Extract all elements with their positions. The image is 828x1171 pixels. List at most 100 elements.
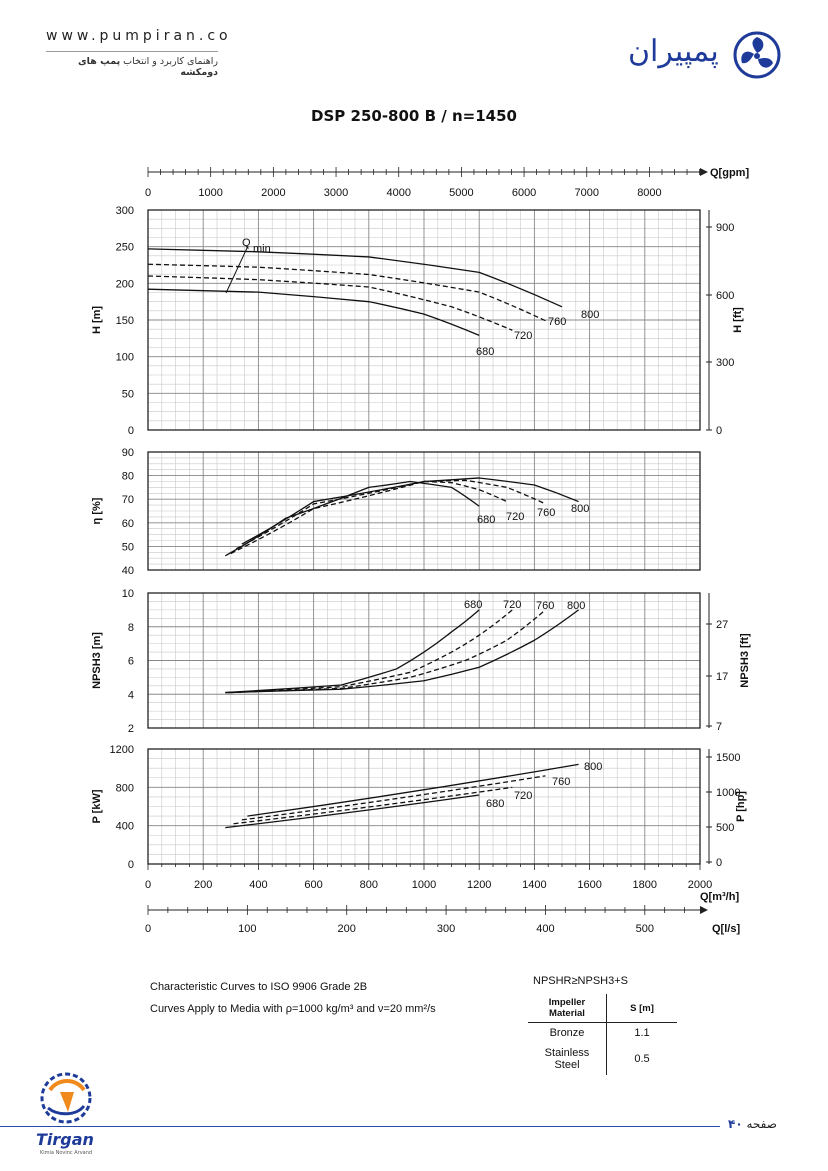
gpm-axis-arrow bbox=[700, 168, 708, 176]
curve-efficiency-760 bbox=[236, 479, 546, 550]
mh-tick-label: 1000 bbox=[412, 879, 436, 891]
media-note-and: and bbox=[353, 1003, 378, 1015]
header-divider bbox=[46, 51, 218, 52]
curve-label: 680 bbox=[476, 346, 494, 358]
curve-label: 680 bbox=[486, 798, 504, 810]
y-tick-label: 50 bbox=[122, 388, 134, 400]
qmin-subscript: min bbox=[253, 243, 271, 255]
panel-frame bbox=[147, 451, 701, 571]
curve-head-760 bbox=[147, 263, 546, 322]
y-tick-label: 40 bbox=[122, 565, 134, 577]
material-cell: Stainless Steel bbox=[544, 1047, 590, 1071]
y-tick-label: 70 bbox=[122, 494, 134, 506]
y-axis-label: P [kW] bbox=[91, 789, 103, 823]
panel-frame bbox=[147, 209, 701, 431]
y-tick-label: 0 bbox=[128, 859, 134, 871]
mh-tick-label: 1200 bbox=[467, 879, 491, 891]
y2-tick-label: 0 bbox=[716, 857, 722, 869]
ls-tick-label: 400 bbox=[536, 923, 554, 935]
curve-label: 800 bbox=[567, 600, 585, 612]
gpm-tick-label: 7000 bbox=[575, 187, 599, 199]
chart-title: DSP 250-800 B / n=1450 bbox=[311, 107, 517, 125]
ls-tick-label: 500 bbox=[636, 923, 654, 935]
gpm-tick-label: 6000 bbox=[512, 187, 536, 199]
ls-tick-label: 100 bbox=[238, 923, 256, 935]
ls-axis-label: Q[l/s] bbox=[712, 923, 740, 935]
page-number: صفحه ۴۰ bbox=[728, 1117, 777, 1131]
material-header: Impeller Material bbox=[528, 994, 607, 1023]
gpm-tick-label: 2000 bbox=[261, 187, 285, 199]
curve-label: 680 bbox=[464, 599, 482, 611]
y-axis-label: NPSH3 [m] bbox=[91, 632, 103, 689]
curve-efficiency-720 bbox=[230, 480, 508, 555]
curve-label: 800 bbox=[571, 503, 589, 515]
mh-tick-label: 200 bbox=[194, 879, 212, 891]
curve-notes: Characteristic Curves to ISO 9906 Grade … bbox=[150, 976, 436, 1020]
page-word: صفحه bbox=[746, 1117, 777, 1131]
mh-axis-label: Q[m³/h] bbox=[700, 891, 739, 903]
chart-grid bbox=[147, 209, 701, 865]
table-row: Bronze 1.1 bbox=[528, 1022, 677, 1043]
gpm-tick-label: 0 bbox=[145, 187, 151, 199]
y-tick-label: 6 bbox=[128, 656, 134, 668]
y2-tick-label: 500 bbox=[716, 822, 734, 834]
chart-frames bbox=[147, 167, 712, 915]
qmin-line bbox=[225, 245, 249, 294]
curve-power-800 bbox=[247, 763, 579, 817]
curve-power-680 bbox=[225, 794, 480, 829]
table-row: Stainless Steel 0.5 bbox=[528, 1043, 677, 1075]
curve-label: 720 bbox=[514, 330, 532, 342]
mh-tick-label: 1600 bbox=[577, 879, 601, 891]
s-header: S [m] bbox=[606, 994, 677, 1023]
curve-power-760 bbox=[241, 775, 546, 821]
y-tick-label: 250 bbox=[116, 242, 134, 254]
mh-tick-label: 0 bbox=[145, 879, 151, 891]
y2-tick-label: 900 bbox=[716, 222, 734, 234]
y-tick-label: 0 bbox=[128, 425, 134, 437]
header-subtitle-bold: پمپ های دومکشه bbox=[77, 56, 218, 78]
curve-power-720 bbox=[233, 786, 513, 825]
media-note-prefix: Curves Apply to Media with bbox=[150, 1003, 286, 1015]
y-axis-label: H [m] bbox=[91, 306, 103, 334]
y2-tick-label: 1500 bbox=[716, 752, 740, 764]
y2-tick-label: 17 bbox=[716, 671, 728, 683]
y2-axis-label: P [hp] bbox=[735, 791, 747, 822]
media-note-density: ρ=1000 kg/m³ bbox=[285, 1003, 354, 1015]
curve-head-800 bbox=[147, 248, 563, 308]
panel-frame bbox=[147, 592, 701, 729]
y2-tick-label: 27 bbox=[716, 619, 728, 631]
y-tick-label: 300 bbox=[116, 205, 134, 217]
curve-label: 760 bbox=[552, 776, 570, 788]
curve-npsh-720 bbox=[230, 609, 513, 694]
header-subtitle-prefix: راهنمای کاربرد و انتخاب bbox=[123, 56, 218, 67]
curve-label: 800 bbox=[584, 761, 602, 773]
website-url[interactable]: www.pumpiran.co bbox=[46, 28, 232, 44]
y-tick-label: 10 bbox=[122, 588, 134, 600]
y-tick-label: 2 bbox=[128, 723, 134, 735]
y2-tick-label: 1000 bbox=[716, 787, 740, 799]
mh-tick-label: 800 bbox=[360, 879, 378, 891]
y2-axis-label: NPSH3 [ft] bbox=[739, 633, 751, 688]
partner-subtitle: Kimia Novinc Arvand bbox=[40, 1150, 93, 1156]
gpm-tick-label: 1000 bbox=[198, 187, 222, 199]
mh-tick-label: 1800 bbox=[633, 879, 657, 891]
y-tick-label: 800 bbox=[116, 782, 134, 794]
y2-tick-label: 0 bbox=[716, 425, 722, 437]
y-tick-label: 100 bbox=[116, 352, 134, 364]
header-subtitle: راهنمای کاربرد و انتخاب پمپ های دومکشه bbox=[46, 56, 218, 78]
brand-logo-text: پمپیران bbox=[628, 34, 719, 69]
npsh-formula: NPSHR≥NPSH3+S bbox=[533, 975, 628, 987]
y-tick-label: 150 bbox=[116, 315, 134, 327]
mh-tick-label: 400 bbox=[249, 879, 267, 891]
partner-name: Tirgan bbox=[36, 1130, 94, 1149]
curve-label: 720 bbox=[514, 790, 532, 802]
curve-label: 760 bbox=[536, 600, 554, 612]
s-cell: 0.5 bbox=[606, 1043, 677, 1075]
y-tick-label: 200 bbox=[116, 278, 134, 290]
mh-tick-label: 1400 bbox=[522, 879, 546, 891]
y-tick-label: 400 bbox=[116, 821, 134, 833]
y2-tick-label: 7 bbox=[716, 721, 722, 733]
y-tick-label: 80 bbox=[122, 471, 134, 483]
